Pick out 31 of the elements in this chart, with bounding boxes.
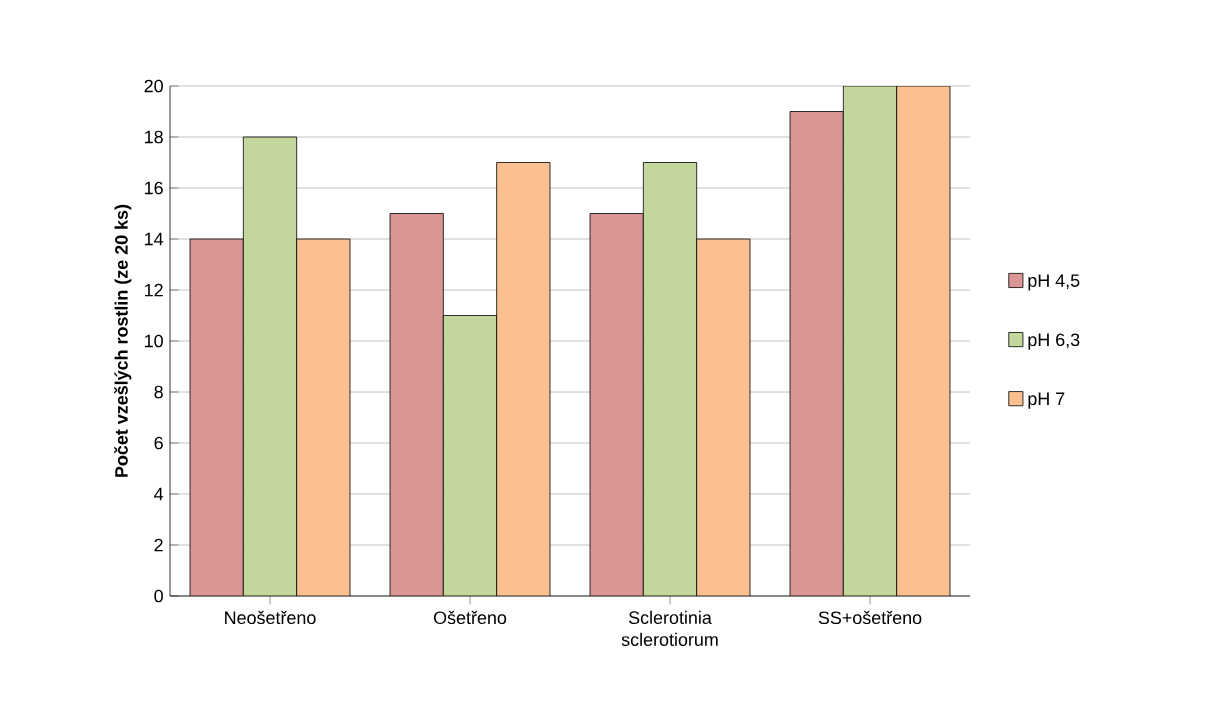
y-tick-label: 2 <box>154 538 163 552</box>
x-tick-label: SS+ošetřeno <box>818 610 922 625</box>
x-tick-label: Ošetřeno <box>433 610 507 625</box>
y-tick-label: 18 <box>145 130 163 144</box>
y-tick-label: 10 <box>145 334 163 348</box>
bar <box>590 213 644 596</box>
y-tick-label: 12 <box>145 283 163 297</box>
bar <box>896 86 951 596</box>
bar <box>789 111 844 596</box>
x-tick-label: Sclerotinia sclerotiorum <box>621 610 718 646</box>
y-tick-label: 6 <box>154 436 163 450</box>
y-tick-label: 16 <box>145 181 163 195</box>
y-tick-label: 20 <box>144 79 163 93</box>
legend-label: pH 7 <box>1028 392 1065 409</box>
y-tick-label: 4 <box>154 487 164 501</box>
bar <box>643 162 697 596</box>
bar <box>696 239 750 596</box>
bar <box>296 239 350 596</box>
x-tick-label: Neošetřeno <box>225 610 316 625</box>
bar <box>443 315 497 596</box>
y-tick-label: 14 <box>145 232 164 246</box>
y-tick-label: 0 <box>154 589 163 603</box>
y-tick-label: 8 <box>154 385 163 399</box>
bar <box>390 213 444 596</box>
y-axis-title: Počet vzešlých rostlin (ze 20 ks) <box>114 204 132 477</box>
legend-label: pH 4,5 <box>1028 274 1080 291</box>
bar <box>496 162 550 596</box>
bar <box>842 86 898 596</box>
bar <box>190 239 244 596</box>
bar <box>243 137 297 596</box>
legend-label: pH 6,3 <box>1028 333 1080 350</box>
